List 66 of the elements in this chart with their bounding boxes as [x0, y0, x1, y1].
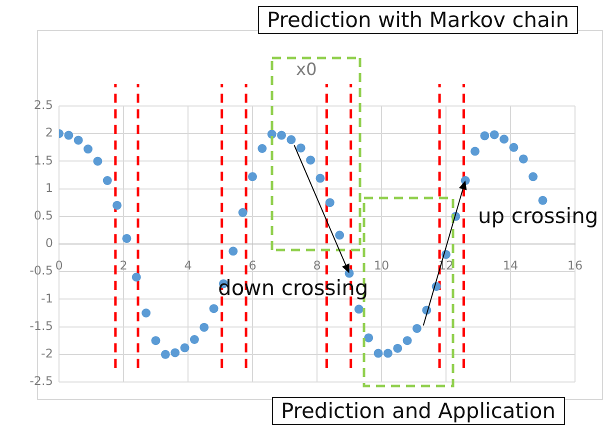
- x-tick-label: 2: [120, 258, 128, 272]
- x-tick-label: 16: [567, 258, 583, 272]
- x-tick-label: 8: [313, 258, 321, 272]
- point: [480, 131, 490, 140]
- point: [364, 333, 374, 342]
- point: [209, 304, 218, 314]
- point: [325, 198, 334, 208]
- point: [84, 144, 93, 154]
- point: [142, 308, 151, 318]
- text: Prediction and Application: [272, 397, 565, 425]
- y-tick-label: 0: [45, 236, 53, 250]
- y-tick-label: 0.5: [34, 208, 53, 223]
- point: [132, 272, 141, 282]
- x-tick-label: 0: [55, 258, 63, 272]
- point: [248, 172, 257, 182]
- y-tick-label: 1.5: [34, 153, 53, 168]
- y-tick-label: -1.5: [30, 318, 53, 333]
- point: [335, 230, 344, 240]
- point: [170, 348, 180, 358]
- y-tick-label: 1: [45, 180, 53, 195]
- point: [402, 336, 412, 346]
- point: [160, 350, 170, 359]
- x-tick-label: 10: [374, 258, 390, 272]
- point: [490, 130, 499, 140]
- point: [122, 234, 132, 243]
- point: [277, 130, 286, 140]
- point: [238, 208, 248, 218]
- point: [393, 344, 402, 353]
- annotation: down crossing: [218, 276, 368, 300]
- point: [354, 304, 364, 314]
- point: [296, 143, 306, 152]
- y-tick-label: -2: [41, 346, 53, 361]
- point: [102, 176, 112, 186]
- point: [500, 134, 509, 144]
- point: [180, 343, 190, 352]
- y-tick-label: -2.5: [30, 374, 53, 388]
- point: [286, 135, 296, 144]
- x-tick-label: 14: [502, 258, 518, 272]
- point: [518, 154, 528, 164]
- annotation: up crossing: [478, 204, 598, 228]
- point: [470, 146, 480, 156]
- point: [200, 322, 209, 332]
- point: [228, 246, 238, 256]
- point: [258, 144, 267, 154]
- y-tick-label: -0.5: [30, 264, 53, 278]
- x-tick-label: 6: [248, 258, 256, 272]
- point: [64, 130, 74, 140]
- point: [412, 324, 422, 333]
- y-tick-label: -1: [41, 291, 53, 306]
- point: [93, 156, 102, 166]
- text: x0: [296, 60, 317, 80]
- point: [316, 174, 325, 183]
- point: [374, 348, 383, 358]
- x-tick-label: 4: [184, 258, 192, 272]
- y-tick-label: 2.5: [34, 98, 53, 112]
- point: [383, 348, 392, 358]
- point: [538, 196, 548, 205]
- point: [528, 172, 538, 182]
- point: [190, 334, 199, 344]
- point: [112, 200, 122, 210]
- point: [509, 142, 518, 152]
- point: [151, 336, 160, 346]
- y-tick-label: 2: [45, 126, 53, 140]
- point: [74, 136, 83, 145]
- text: Prediction with Markov chain: [258, 6, 578, 34]
- point: [306, 156, 316, 165]
